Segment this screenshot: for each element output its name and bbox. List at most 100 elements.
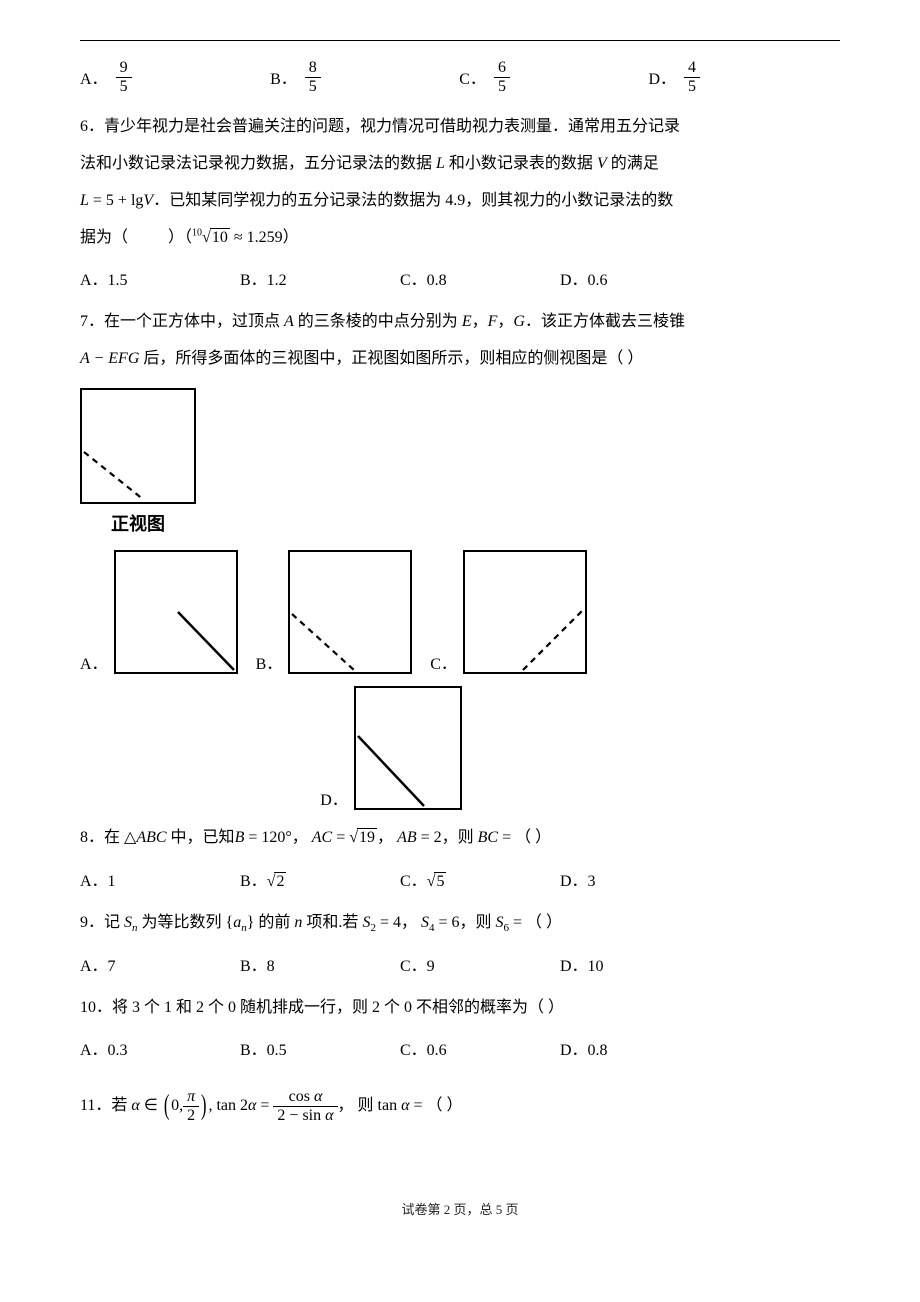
q6-approx: ≈ 1.259 bbox=[230, 229, 283, 246]
q6-l2b: 和小数记录表的数据 bbox=[445, 155, 597, 172]
q7-l1c: ．该正方体截去三棱锥 bbox=[525, 313, 685, 330]
q7-caption: 正视图 bbox=[80, 510, 196, 536]
q11-body: 11．若 α ∈ (0,π2), tan 2α = cos α2 − sin α… bbox=[80, 1074, 840, 1138]
q8-ab: = 2 bbox=[417, 829, 442, 846]
q7-optA: A． bbox=[80, 550, 238, 674]
q5B-den: 5 bbox=[305, 78, 321, 96]
q7-options-row1: A． B． C． bbox=[80, 550, 840, 674]
q11-mid: , tan 2 bbox=[208, 1097, 248, 1114]
q5-opt-A: A． 95 bbox=[80, 59, 132, 95]
q7-num: 7 bbox=[80, 313, 88, 330]
opt-label: A． bbox=[80, 65, 108, 89]
q7-l1a: ．在一个正方体中，过顶点 bbox=[88, 313, 284, 330]
q9-end: = （ ） bbox=[509, 914, 562, 931]
q9D: D．10 bbox=[560, 952, 720, 976]
q8C: C．√5 bbox=[400, 867, 560, 891]
q5A-num: 9 bbox=[116, 59, 132, 78]
q7-l2a: 后，所得多面体的三视图中，正视图如图所示，则相应的侧视图是（ ） bbox=[139, 350, 643, 367]
q8-angB: = 120° bbox=[244, 829, 291, 846]
q5D-num: 4 bbox=[684, 59, 700, 78]
q10B: B．0.5 bbox=[240, 1036, 400, 1060]
q11-rden: 2 − sin bbox=[277, 1107, 325, 1124]
q8-body: 8．在 △ABC 中，已知B = 120°， AC = √19， AB = 2，… bbox=[80, 820, 840, 857]
q5-opt-B: B． 85 bbox=[270, 59, 321, 95]
q6B: B．1.2 bbox=[240, 266, 400, 290]
opt-label: D． bbox=[648, 65, 676, 89]
q11-eq: = bbox=[256, 1097, 273, 1114]
q5A-den: 5 bbox=[116, 78, 132, 96]
q7-optD: D． bbox=[320, 686, 462, 810]
q8B-pre: B． bbox=[240, 873, 267, 890]
q5C-den: 5 bbox=[494, 78, 510, 96]
q6-l1: ．青少年视力是社会普遍关注的问题，视力情况可借助视力表测量．通常用五分记录 bbox=[88, 118, 680, 135]
q5D-den: 5 bbox=[684, 78, 700, 96]
q6-num: 6 bbox=[80, 118, 88, 135]
q9-m3: 项和.若 bbox=[302, 914, 362, 931]
q11-hi-den: 2 bbox=[183, 1107, 199, 1125]
q6-l2a: 法和小数记录法记录视力数据，五分记录法的数据 bbox=[80, 155, 436, 172]
opt-label: B． bbox=[270, 65, 297, 89]
q8B-rad: 2 bbox=[274, 872, 286, 890]
q6-options: A．1.5 B．1.2 C．0.8 D．0.6 bbox=[80, 266, 720, 290]
q5-options: A． 95 B． 85 C． 65 D． 45 bbox=[80, 59, 700, 95]
q8-ask: （ ） bbox=[515, 829, 551, 846]
q9-pre: 9．记 bbox=[80, 914, 124, 931]
q8C-rad: 5 bbox=[434, 872, 446, 890]
q11-lo: 0, bbox=[171, 1097, 183, 1114]
q8A: A．1 bbox=[80, 867, 240, 891]
q11-hi-num: π bbox=[183, 1088, 199, 1107]
q9-m2: 的前 bbox=[254, 914, 294, 931]
q10D: D．0.8 bbox=[560, 1036, 720, 1060]
q7B-label: B． bbox=[256, 650, 283, 674]
page-footer: 试卷第 2 页，总 5 页 bbox=[80, 1199, 840, 1218]
q6C: C．0.8 bbox=[400, 266, 560, 290]
q6-l4a: 据为（ bbox=[80, 229, 128, 246]
q9-s4: = 6 bbox=[434, 914, 459, 931]
q8-acrad: 19 bbox=[357, 828, 377, 846]
q5B-num: 8 bbox=[305, 59, 321, 78]
q8B: B．√2 bbox=[240, 867, 400, 891]
q6A: A．1.5 bbox=[80, 266, 240, 290]
q8-aceq: = bbox=[332, 829, 349, 846]
q9-body: 9．记 Sn 为等比数列 {an} 的前 n 项和.若 S2 = 4， S4 =… bbox=[80, 905, 840, 942]
q5-opt-D: D． 45 bbox=[648, 59, 700, 95]
q7-options-row2: D． bbox=[80, 686, 720, 810]
q5-opt-C: C． 65 bbox=[459, 59, 510, 95]
q8-ac: AC bbox=[312, 829, 332, 846]
q7-front-view bbox=[80, 388, 196, 504]
q6-l3: ．已知某同学视力的五分记录法的数据为 4.9，则其视力的小数记录法的数 bbox=[153, 192, 673, 209]
q7-body: 7．在一个正方体中，过顶点 A 的三条棱的中点分别为 E，F，G．该正方体截去三… bbox=[80, 304, 840, 378]
q8-b: 中，已知 bbox=[167, 829, 235, 846]
q11-pre: 11．若 bbox=[80, 1097, 131, 1114]
q8-a: 8．在 bbox=[80, 829, 120, 846]
q10-body: 10．将 3 个 1 和 2 个 0 随机排成一行，则 2 个 0 不相邻的概率… bbox=[80, 990, 840, 1027]
q7-l1b: 的三条棱的中点分别为 bbox=[294, 313, 462, 330]
q6-l2c: 的满足 bbox=[607, 155, 659, 172]
q9-s2: = 4 bbox=[376, 914, 401, 931]
q8C-pre: C． bbox=[400, 873, 427, 890]
opt-label: C． bbox=[459, 65, 486, 89]
q6-eq: = 5 + lg bbox=[89, 192, 144, 209]
q6-root-body: 10 bbox=[210, 228, 230, 246]
q11-end: = （ ） bbox=[410, 1097, 463, 1114]
q5C-num: 6 bbox=[494, 59, 510, 78]
q8D: D．3 bbox=[560, 867, 720, 891]
q11-ask: ， 则 tan bbox=[338, 1097, 402, 1114]
q7-optB: B． bbox=[256, 550, 413, 674]
q6D: D．0.6 bbox=[560, 266, 720, 290]
q9C: C．9 bbox=[400, 952, 560, 976]
q6-l4c: ） bbox=[283, 229, 299, 246]
q10C: C．0.6 bbox=[400, 1036, 560, 1060]
q8-c: ，则 bbox=[442, 829, 478, 846]
q9-options: A．7 B．8 C．9 D．10 bbox=[80, 952, 720, 976]
q7C-label: C． bbox=[430, 650, 457, 674]
q9-m1: 为等比数列 bbox=[138, 914, 226, 931]
q6-l4b: ）（ bbox=[168, 229, 192, 246]
q10A: A．0.3 bbox=[80, 1036, 240, 1060]
q7A-label: A． bbox=[80, 650, 108, 674]
q9A: A．7 bbox=[80, 952, 240, 976]
q6-root-exp: 10 bbox=[192, 227, 202, 238]
top-rule bbox=[80, 40, 840, 41]
q7D-label: D． bbox=[320, 786, 348, 810]
q7-optC: C． bbox=[430, 550, 587, 674]
